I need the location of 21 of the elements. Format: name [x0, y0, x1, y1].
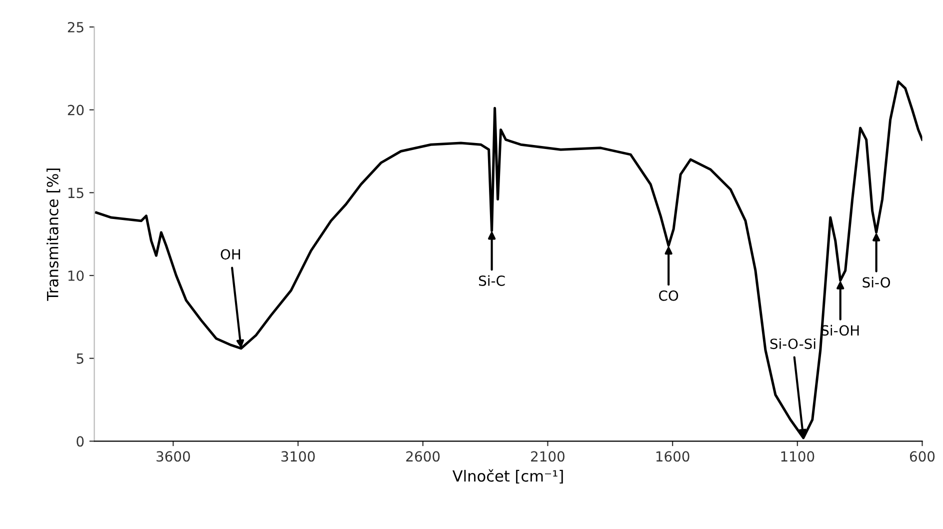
- x-tick-label: 2100: [531, 451, 564, 462]
- annotation: Si-O-Si: [770, 338, 816, 350]
- y-tick-label: 10: [68, 270, 84, 281]
- x-tick-label: 2600: [406, 451, 440, 462]
- y-axis-title: Transmitance [%]: [46, 168, 60, 301]
- annotation: Si-O: [862, 276, 890, 288]
- x-axis-title: Vlnočet [cm⁻¹]: [452, 469, 563, 484]
- x-tick-label: 3100: [281, 451, 315, 462]
- line-series: [95, 80, 922, 440]
- annotation: OH: [220, 249, 240, 260]
- y-tick-label: 25: [68, 22, 84, 32]
- y-tick-label: 15: [68, 188, 84, 198]
- annotation: CO: [659, 290, 678, 301]
- x-tick-label: 600: [910, 451, 935, 462]
- x-tick-label: 3600: [156, 451, 190, 462]
- y-tick-label: 0: [76, 436, 84, 447]
- annotation: Si-C: [479, 275, 505, 286]
- y-tick-label: 20: [68, 104, 84, 116]
- x-tick-label: 1100: [781, 451, 814, 462]
- x-tick-label: 1600: [656, 451, 690, 462]
- y-tick-label: 5: [76, 353, 84, 364]
